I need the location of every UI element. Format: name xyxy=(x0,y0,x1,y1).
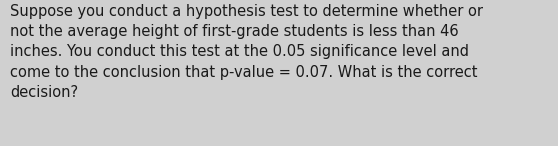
Text: Suppose you conduct a hypothesis test to determine whether or
not the average he: Suppose you conduct a hypothesis test to… xyxy=(10,4,483,100)
